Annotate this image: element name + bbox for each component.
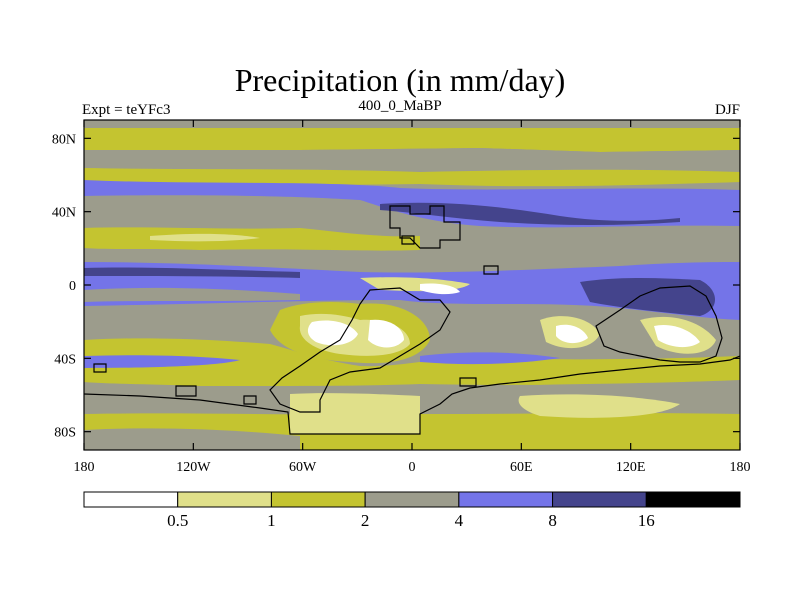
colorbar-label: 4 bbox=[455, 511, 464, 530]
south-america-rain-max bbox=[307, 320, 358, 346]
colorbar-swatch bbox=[458, 491, 554, 508]
colorbar-swatch bbox=[270, 491, 366, 508]
time-label: 400_0_MaBP bbox=[358, 98, 442, 114]
colorbar-swatch bbox=[552, 491, 647, 508]
antarctic-dry-east bbox=[518, 394, 680, 418]
island-outline-4 bbox=[175, 385, 197, 397]
band-north-gray bbox=[84, 148, 740, 158]
band-subtropic-north bbox=[84, 227, 420, 251]
colorbar-label: 0.5 bbox=[167, 511, 188, 530]
colorbar-swatch bbox=[83, 491, 179, 508]
colorbar-swatch bbox=[177, 491, 272, 508]
band-high-north-yellow bbox=[84, 128, 740, 152]
colorbar-swatch bbox=[645, 491, 741, 508]
island-outline-3 bbox=[93, 363, 107, 373]
lon-tick-label: 180 bbox=[74, 460, 95, 475]
lat-tick-label: 80N bbox=[52, 132, 76, 147]
lon-tick-label: 120E bbox=[616, 460, 646, 475]
experiment-label: Expt = teYFc3 bbox=[82, 102, 171, 118]
band-north-yellow-2 bbox=[84, 168, 740, 187]
lat-tick-label: 0 bbox=[69, 279, 76, 294]
lon-tick-label: 0 bbox=[409, 460, 416, 475]
colorbar-label: 1 bbox=[267, 511, 276, 530]
lat-tick-label: 40N bbox=[52, 206, 76, 221]
dry-patch-atlantic bbox=[150, 233, 260, 242]
lon-tick-label: 60E bbox=[510, 460, 533, 475]
africa-rain-max bbox=[368, 319, 404, 348]
itcz-core-east bbox=[580, 278, 715, 316]
pacific-rain-max bbox=[654, 324, 700, 348]
band-storm-core bbox=[380, 202, 680, 225]
band-south-blue-west bbox=[84, 355, 240, 368]
colorbar-swatch bbox=[364, 491, 460, 508]
lon-tick-label: 120W bbox=[176, 460, 211, 475]
gondwana-south-outline bbox=[84, 355, 740, 435]
plot-title: Precipitation (in mm/day) bbox=[234, 62, 566, 98]
itcz-core-west bbox=[84, 267, 300, 278]
colorbar-label: 8 bbox=[548, 511, 557, 530]
antarctic-gray bbox=[84, 428, 300, 450]
antarctic-dry-west bbox=[290, 393, 420, 434]
colorbar: 0.5 1 2 4 8 16 bbox=[83, 491, 741, 530]
gondwana-west-outline bbox=[269, 287, 451, 413]
band-south-yellow bbox=[84, 338, 740, 388]
colorbar-label: 2 bbox=[361, 511, 370, 530]
equatorial-min bbox=[420, 283, 460, 295]
island-outline-5 bbox=[243, 395, 257, 405]
island-outline-2 bbox=[401, 235, 415, 245]
north-continent-outline bbox=[389, 205, 461, 249]
precipitation-field bbox=[84, 120, 740, 450]
lon-tick-label: 60W bbox=[289, 460, 317, 475]
gondwana-east-outline bbox=[595, 285, 723, 363]
equator-gray-strip bbox=[84, 287, 300, 302]
lat-tick-label: 40S bbox=[54, 352, 76, 367]
lon-tick-label: 180 bbox=[730, 460, 751, 475]
season-label: DJF bbox=[714, 102, 740, 118]
axis-ticks: 80N 40N 0 40S 80S 180 120W 60W 0 60E 120E 180 bbox=[52, 120, 751, 475]
australia-rain-max bbox=[556, 324, 588, 344]
colorbar-label: 16 bbox=[638, 511, 655, 530]
lat-tick-label: 80S bbox=[54, 426, 76, 441]
island-outline-1 bbox=[483, 265, 499, 275]
band-south-blue-center bbox=[420, 352, 560, 365]
island-outline-6 bbox=[459, 377, 477, 387]
